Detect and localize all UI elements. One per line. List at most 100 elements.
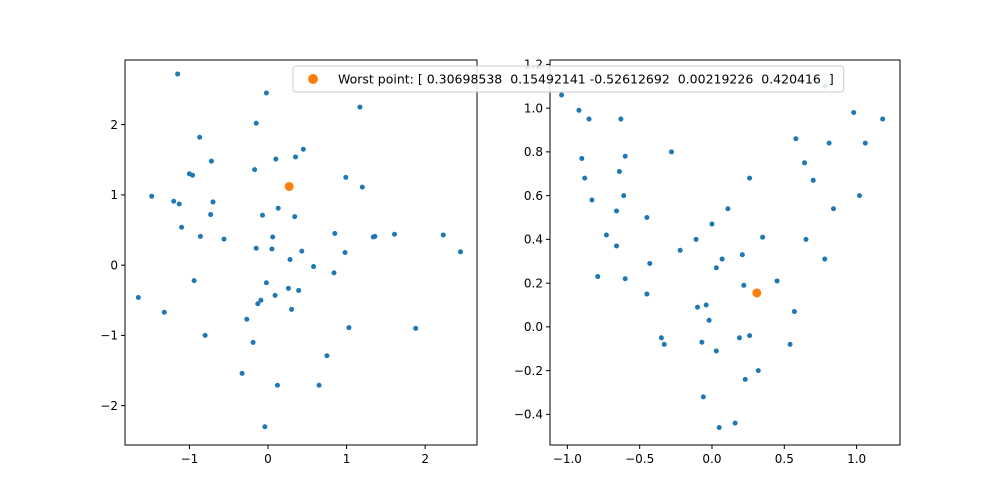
data-point-17 [810, 177, 816, 183]
data-point-50 [699, 339, 705, 345]
data-point-30 [221, 236, 227, 242]
x-tick-label: 1 [343, 452, 351, 466]
data-point-24 [392, 231, 397, 237]
data-point-53 [250, 339, 256, 345]
data-point-43 [272, 292, 278, 298]
data-point-1 [263, 90, 269, 96]
data-point-7 [616, 169, 622, 175]
data-point-4 [579, 155, 585, 161]
data-point-8 [208, 158, 214, 164]
data-point-35 [458, 249, 463, 255]
data-point-0 [559, 92, 565, 98]
data-point-55 [239, 370, 245, 376]
data-point-9 [252, 167, 258, 173]
data-point-52 [787, 341, 793, 347]
x-tick-label: 2 [421, 452, 429, 466]
data-point-15 [171, 198, 177, 204]
data-point-58 [262, 424, 268, 430]
data-point-0 [175, 71, 181, 77]
data-point-17 [210, 199, 216, 205]
data-point-15 [793, 136, 799, 142]
data-point-47 [289, 306, 295, 312]
data-point-7 [273, 156, 279, 162]
data-point-12 [644, 215, 650, 220]
data-point-6 [668, 149, 674, 155]
data-point-26 [614, 243, 620, 249]
data-point-49 [661, 341, 667, 347]
data-point-53 [755, 368, 761, 374]
data-point-35 [713, 265, 719, 271]
y-tick-label: 0.8 [524, 145, 543, 159]
y-tick-label: 0 [110, 258, 118, 272]
data-point-2 [586, 116, 592, 122]
data-point-22 [179, 224, 185, 230]
y-tick-label: 0.0 [524, 320, 543, 334]
data-point-19 [851, 110, 857, 115]
right-scatter-panel: −1.0 −0.5 0.0 0.5 1.0 −0.4 −0.2 0.0 0.2 0.4 0.6 0.8… [514, 58, 901, 466]
data-point-40 [741, 282, 747, 288]
data-point-45 [258, 297, 264, 303]
y-tick-label: 2 [110, 118, 118, 132]
data-point-23 [332, 231, 338, 237]
y-tick-label: −1 [100, 329, 118, 343]
data-point-11 [190, 172, 196, 178]
data-point-20 [260, 212, 265, 218]
legend-box [292, 65, 845, 93]
data-point-51 [413, 325, 419, 331]
data-point-5 [300, 146, 306, 152]
data-point-42 [695, 304, 701, 310]
data-point-46 [736, 335, 742, 341]
x-tick-label: 0.5 [775, 452, 794, 466]
data-point-45 [706, 317, 712, 323]
y-tick-label: 0.4 [524, 233, 543, 247]
data-point-4 [197, 134, 203, 140]
data-point-25 [440, 232, 446, 238]
data-point-27 [677, 247, 683, 253]
data-point-34 [647, 260, 653, 266]
y-tick-label: 0.6 [524, 189, 543, 203]
data-point-9 [621, 193, 627, 199]
legend-marker-worst-point [308, 74, 318, 84]
y-tick-label: −2 [100, 399, 118, 413]
data-point-3 [253, 120, 259, 126]
data-point-5 [622, 153, 628, 159]
data-point-29 [270, 234, 276, 240]
data-point-39 [644, 291, 650, 297]
x-tick-label: −1.0 [553, 452, 582, 466]
data-point-25 [603, 232, 609, 238]
data-point-34 [342, 250, 348, 255]
data-point-30 [760, 234, 766, 240]
data-point-44 [135, 294, 141, 300]
data-point-47 [747, 333, 753, 339]
data-point-16 [802, 160, 808, 166]
data-point-18 [275, 205, 281, 211]
data-point-57 [716, 425, 722, 430]
axes-frame [549, 59, 901, 446]
legend-label: Worst point: [ 0.30698538 0.15492141 -0.… [338, 72, 834, 87]
worst-point [284, 181, 294, 191]
data-point-21 [292, 214, 298, 220]
data-point-43 [703, 302, 709, 308]
data-point-40 [263, 280, 269, 286]
x-tick-label: −1 [181, 452, 199, 466]
data-point-13 [359, 184, 365, 190]
data-point-13 [725, 206, 731, 212]
x-tick-label: −0.5 [625, 452, 654, 466]
data-point-28 [372, 233, 378, 239]
y-tick-label: 1 [110, 188, 118, 202]
data-point-26 [197, 233, 203, 239]
data-point-14 [747, 175, 753, 181]
data-point-28 [693, 236, 699, 242]
data-point-32 [269, 246, 275, 252]
data-point-54 [742, 376, 748, 382]
legend: Worst point: [ 0.30698538 0.15492141 -0.… [292, 65, 845, 93]
x-tick-label: 0.0 [702, 452, 721, 466]
data-point-48 [161, 309, 167, 315]
y-tick-label: 0.2 [524, 276, 543, 290]
y-tick-label: −0.4 [514, 408, 543, 422]
data-point-22 [880, 116, 886, 122]
data-point-31 [253, 245, 259, 251]
data-point-38 [331, 270, 337, 276]
data-point-11 [614, 208, 620, 214]
data-point-33 [622, 276, 628, 282]
